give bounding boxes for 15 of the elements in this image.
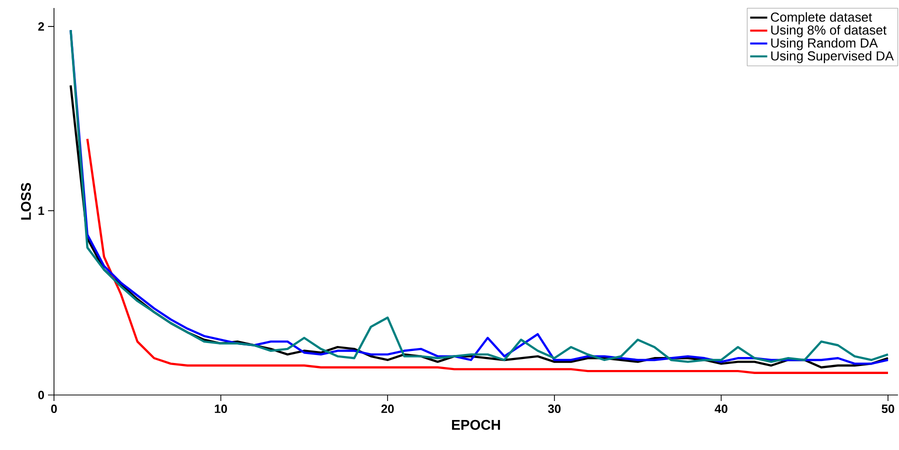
x-tick-label: 20 (381, 404, 394, 414)
y-tick-label: 1 (38, 206, 44, 215)
legend-label: Using Random DA (771, 38, 878, 50)
y-tick-label: 0 (38, 390, 44, 400)
x-tick-label: 30 (548, 404, 561, 414)
x-tick-label: 0 (51, 404, 57, 414)
legend-label: Complete dataset (770, 12, 872, 24)
y-axis-title: LOSS (21, 182, 31, 220)
x-tick-label: 50 (882, 404, 894, 414)
y-tick-label: 2 (38, 22, 44, 31)
x-tick-label: 10 (214, 404, 227, 414)
x-tick-label: 40 (714, 404, 728, 414)
legend-label: Using 8% of dataset (771, 25, 886, 38)
x-axis-title: EPOCH (452, 420, 500, 430)
legend-label: Using Supervised DA (771, 50, 894, 64)
